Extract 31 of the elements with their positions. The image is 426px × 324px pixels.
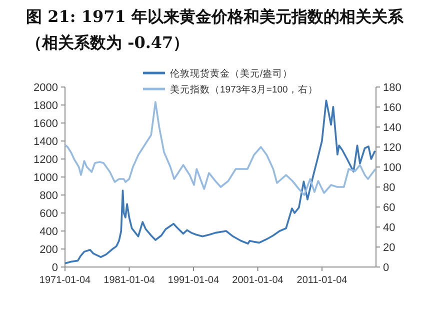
legend-label: 美元指数（1973年3月=100，右） [170,84,318,96]
y2-tick-label: 0 [383,262,390,274]
chart-title: 图 21: 1971 年以来黄金价格和美元指数的相关关系（相关系数为 -0.47） [26,6,404,54]
y-tick-label: 1000 [34,172,58,184]
y2-tick-label: 100 [383,162,402,174]
x-tick-label: 1991-01-04 [168,275,220,286]
y-tick-label: 200 [40,244,58,256]
y-tick-label: 1600 [34,118,58,130]
line-series [64,101,376,196]
y2-tick-label: 180 [383,82,402,94]
y-tick-label: 1800 [34,100,58,112]
y-tick-label: 0 [52,262,58,274]
y2-tick-label: 40 [383,222,396,234]
y2-tick-label: 160 [383,102,402,114]
y2-tick-label: 80 [383,182,396,194]
x-tick-label: 2011-01-04 [296,275,348,286]
y-tick-label: 400 [40,226,58,238]
y-tick-label: 2000 [34,82,58,94]
y2-tick-label: 120 [383,142,402,154]
y2-tick-label: 140 [383,122,402,134]
y2-tick-label: 60 [383,202,396,214]
y2-tick-label: 20 [383,242,396,254]
y-tick-label: 800 [40,190,58,202]
y-tick-label: 1200 [34,154,58,166]
y-tick-label: 600 [40,208,58,220]
legend-label: 伦敦现货黄金（美元/盎司） [170,68,293,80]
x-tick-label: 1971-01-04 [39,275,92,286]
x-tick-label: 2001-01-04 [232,275,284,286]
line-series [64,100,376,264]
y-tick-label: 1400 [34,136,58,148]
x-tick-label: 1981-01-04 [104,275,156,286]
